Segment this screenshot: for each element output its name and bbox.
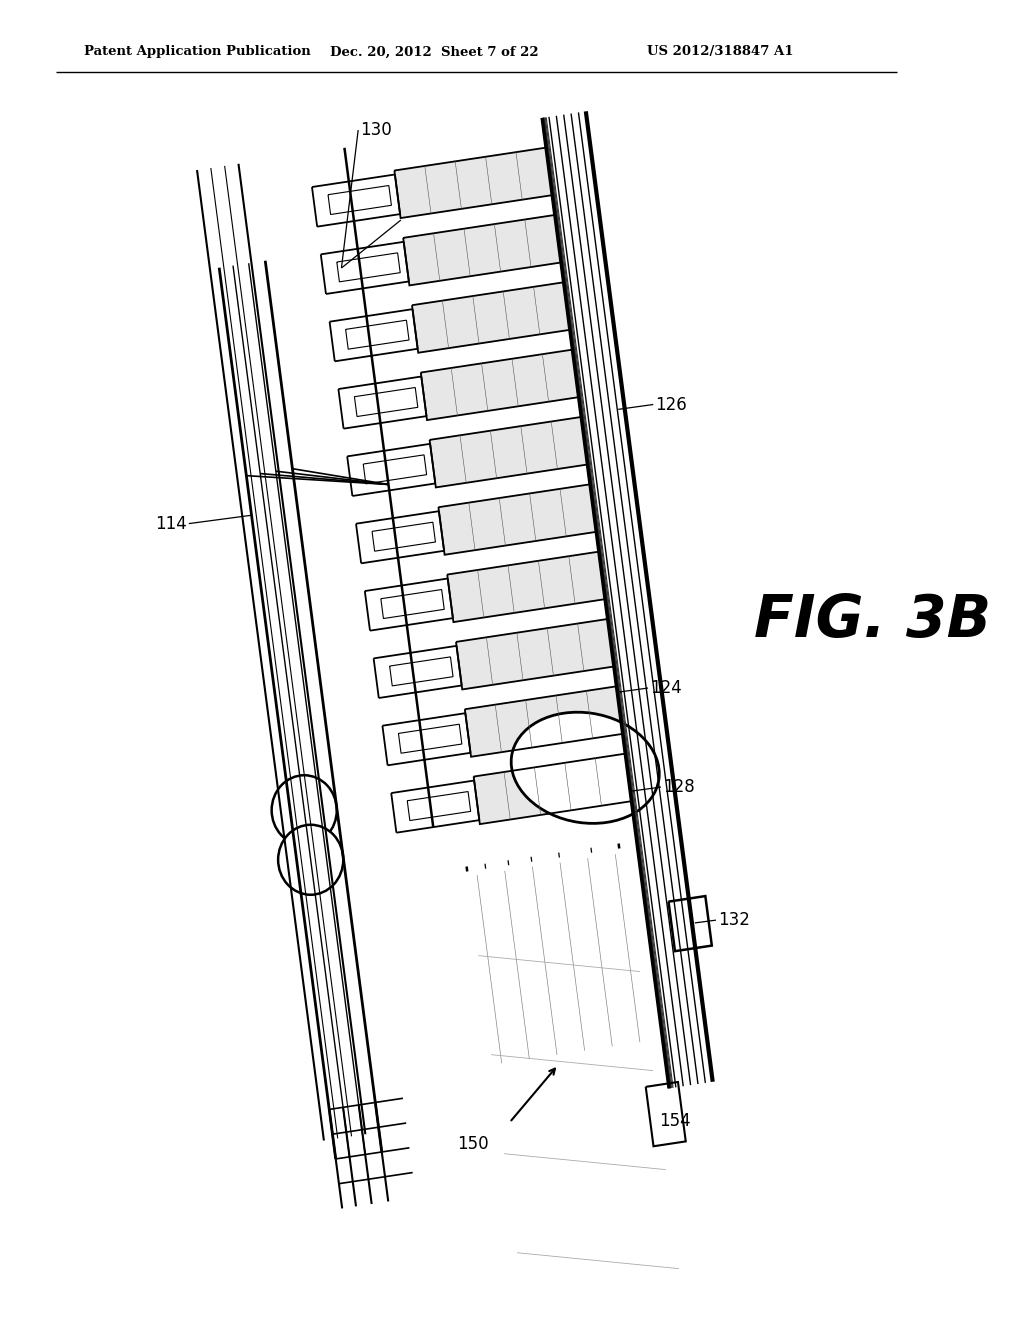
Circle shape [279, 825, 343, 895]
Polygon shape [412, 282, 570, 352]
Text: 126: 126 [655, 396, 687, 413]
Polygon shape [474, 754, 632, 824]
Polygon shape [438, 484, 597, 554]
Text: 128: 128 [663, 777, 694, 796]
Polygon shape [430, 417, 588, 487]
Circle shape [271, 775, 337, 845]
Polygon shape [394, 148, 553, 218]
Text: US 2012/318847 A1: US 2012/318847 A1 [646, 45, 794, 58]
Text: FIG. 3B: FIG. 3B [754, 591, 991, 648]
Text: 150: 150 [458, 1135, 488, 1152]
Ellipse shape [511, 713, 659, 824]
Text: 154: 154 [659, 1111, 691, 1130]
Polygon shape [403, 215, 561, 285]
Text: Dec. 20, 2012  Sheet 7 of 22: Dec. 20, 2012 Sheet 7 of 22 [331, 45, 539, 58]
Text: 124: 124 [650, 678, 682, 697]
Polygon shape [447, 552, 605, 622]
Text: 130: 130 [360, 121, 392, 139]
Polygon shape [456, 619, 614, 689]
Text: 114: 114 [156, 515, 187, 532]
Polygon shape [465, 686, 623, 756]
Text: 132: 132 [718, 911, 750, 929]
Polygon shape [421, 350, 579, 420]
Text: Patent Application Publication: Patent Application Publication [84, 45, 310, 58]
